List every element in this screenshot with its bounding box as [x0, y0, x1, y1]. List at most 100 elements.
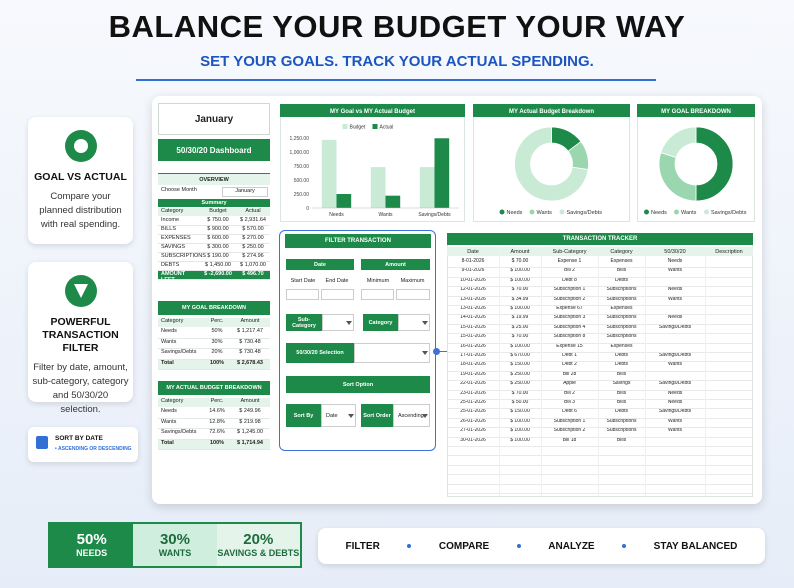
- table-cell: Needs: [667, 314, 683, 321]
- table-cell: $ 496.70: [236, 271, 270, 280]
- filter-dropdown[interactable]: [398, 314, 430, 331]
- row-line: [448, 474, 752, 476]
- row-line: [448, 342, 752, 344]
- table-cell: Savings/Debts: [158, 349, 204, 360]
- table-cell: Subscription 8: [553, 333, 586, 340]
- section-header: OVERVIEW: [158, 173, 270, 185]
- chart-header: [637, 104, 755, 117]
- table-cell: Debt 1: [562, 352, 577, 358]
- calendar-icon: [36, 436, 48, 449]
- filter-input[interactable]: [396, 289, 430, 300]
- col-line: [598, 247, 599, 496]
- filter-input[interactable]: [361, 289, 394, 300]
- table-cell: $ 70.00: [511, 389, 529, 396]
- table-cell: SUBSCRIPTIONS: [158, 253, 206, 262]
- bar: [434, 138, 450, 208]
- table-cell: 9-01-2026: [461, 267, 485, 274]
- table-cell: Expenses: [610, 258, 633, 264]
- table-cell: Subscription 4: [553, 323, 586, 330]
- filter-input[interactable]: [321, 289, 354, 300]
- filter-title: FILTER TRANSACTION: [285, 234, 431, 248]
- table-cell: 22-01-2026: [460, 380, 486, 387]
- row-line: [448, 493, 752, 494]
- table-cell: $ 750.00: [200, 217, 236, 226]
- table-cell: $ 270.00: [236, 235, 270, 244]
- table-cell: Needs: [667, 389, 683, 396]
- filter-sublabel: End Date: [325, 278, 349, 284]
- table-cell: Bills: [616, 399, 627, 405]
- legend-swatch: [342, 124, 348, 129]
- chart: MY GOAL BREAKDOWN Needs Wants Savings/Debts: [637, 104, 755, 222]
- table-cell: $ 1,245.00: [230, 429, 270, 440]
- split-label: WANTS: [158, 548, 192, 558]
- table-cell: EXPENSES: [158, 235, 200, 244]
- choose-value[interactable]: January: [222, 187, 268, 197]
- filter-label: 50/30/20 Selection: [286, 343, 354, 363]
- filter-dropdown[interactable]: [354, 343, 430, 363]
- feature-card: GOAL VS ACTUAL Compare your planned distr…: [28, 117, 133, 244]
- table-cell: $ 1,217.47: [230, 328, 270, 339]
- table-cell: Debt 8: [562, 276, 577, 283]
- column-header: Actual: [236, 208, 270, 216]
- bar: [321, 139, 337, 208]
- donut-slice: [514, 126, 589, 202]
- table-cell: Bill 18: [562, 436, 577, 443]
- chart-title: MY GOAL BREAKDOWN: [661, 109, 731, 115]
- column-header: Amount: [230, 318, 270, 327]
- bar: [385, 195, 401, 208]
- table-cell: $ 249.96: [230, 408, 270, 419]
- row-line: [448, 267, 752, 269]
- pie-glyph: [73, 139, 88, 153]
- feature-icon: [64, 275, 97, 307]
- table-cell: $ 570.00: [236, 226, 270, 235]
- filter-input[interactable]: [286, 289, 319, 300]
- table-cell: 17-01-2026: [460, 352, 486, 358]
- subtitle: SET YOUR GOALS. TRACK YOUR ACTUAL SPENDI…: [200, 53, 594, 70]
- table-cell: Needs: [667, 258, 683, 264]
- x-tick-label: Needs: [329, 212, 344, 218]
- row-line: [448, 305, 752, 306]
- filter-dropdown[interactable]: Date: [321, 404, 356, 427]
- table-cell: $ 670.00: [510, 352, 530, 358]
- table-cell: 10-01-2026: [460, 276, 486, 283]
- table-cell: 25-01-2026: [460, 399, 486, 405]
- table-cell: Subscriptions: [606, 427, 637, 434]
- table-cell: Income: [158, 217, 200, 226]
- x-tick-label: Wants: [379, 212, 393, 218]
- table-cell: Debt 6: [562, 408, 577, 415]
- section-header: MY ACTUAL BUDGET BREAKDOWN: [158, 381, 270, 395]
- table-cell: Bills: [616, 389, 627, 396]
- feature-text: Filter by date, amount, sub-category, ca…: [32, 362, 129, 415]
- table-cell: 12.8%: [204, 419, 230, 429]
- table-cell: $ 50.00: [511, 399, 529, 405]
- table-cell: $ 300.00: [200, 244, 236, 253]
- table-cell: $ -2,690.00: [200, 271, 236, 280]
- legend-swatch: [499, 209, 505, 215]
- split-cell: 20% SAVINGS & DEBTS: [216, 524, 300, 566]
- table-cell: $ 150.00: [510, 408, 530, 415]
- column-header: Category: [158, 208, 200, 216]
- column-header: Amount: [499, 247, 541, 256]
- row-line: [448, 464, 752, 466]
- table-cell: 30%: [204, 339, 230, 349]
- table-cell: AMOUNT LEFT: [158, 271, 200, 283]
- legend-label: Budget: [350, 125, 366, 131]
- table-cell: Subscriptions: [606, 286, 637, 293]
- tag-dot: [622, 544, 627, 548]
- tag-dot: [516, 544, 521, 548]
- table-cell: SAVINGS: [158, 244, 200, 253]
- tag: FILTER: [345, 540, 380, 552]
- filter-dropdown[interactable]: [322, 314, 354, 331]
- table-cell: $ 274.96: [236, 253, 270, 262]
- legend-label: Savings/Debts: [567, 210, 603, 216]
- filter-label: Sub-Category: [286, 314, 322, 331]
- row-line: [448, 436, 752, 438]
- table-cell: Subscription 2: [553, 295, 586, 302]
- table-cell: Expense 67: [556, 305, 583, 311]
- chart-frame: [473, 104, 630, 222]
- table-cell: $ 100.00: [510, 305, 530, 311]
- table-cell: Subscription 2: [553, 427, 586, 434]
- filter-dropdown[interactable]: Ascending: [393, 404, 430, 427]
- column-header: Perc.: [204, 398, 230, 407]
